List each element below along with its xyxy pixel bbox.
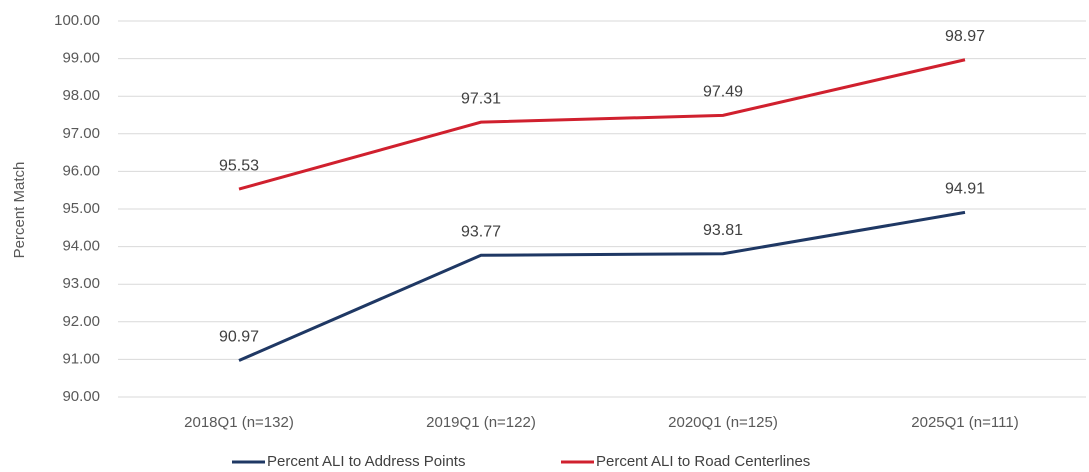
y-tick-label: 93.00 <box>62 275 100 292</box>
x-tick-label: 2018Q1 (n=132) <box>184 414 294 431</box>
legend-label: Percent ALI to Address Points <box>267 453 465 470</box>
data-label: 93.77 <box>461 223 501 240</box>
data-label: 95.53 <box>219 157 259 174</box>
y-tick-label: 96.00 <box>62 162 100 179</box>
y-tick-label: 95.00 <box>62 200 100 217</box>
y-tick-label: 94.00 <box>62 238 100 255</box>
x-tick-label: 2025Q1 (n=111) <box>911 414 1018 431</box>
data-label: 97.49 <box>703 84 743 101</box>
y-tick-label: 92.00 <box>62 313 100 330</box>
series-line <box>238 210 966 362</box>
series-line <box>238 58 966 191</box>
data-label: 98.97 <box>945 28 985 45</box>
y-tick-label: 98.00 <box>62 87 100 104</box>
data-label: 90.97 <box>219 329 259 346</box>
y-tick-label: 90.00 <box>62 388 100 405</box>
y-tick-label: 91.00 <box>62 350 100 367</box>
y-axis-label: Percent Match <box>11 162 28 259</box>
data-label: 93.81 <box>703 222 743 239</box>
y-tick-label: 100.00 <box>54 12 100 29</box>
x-tick-label: 2020Q1 (n=125) <box>668 414 778 431</box>
x-tick-label: 2019Q1 (n=122) <box>426 414 536 431</box>
data-label: 97.31 <box>461 90 501 107</box>
legend-label: Percent ALI to Road Centerlines <box>596 453 810 470</box>
y-tick-label: 97.00 <box>62 125 100 142</box>
y-tick-label: 99.00 <box>62 50 100 67</box>
data-label: 94.91 <box>945 181 985 198</box>
